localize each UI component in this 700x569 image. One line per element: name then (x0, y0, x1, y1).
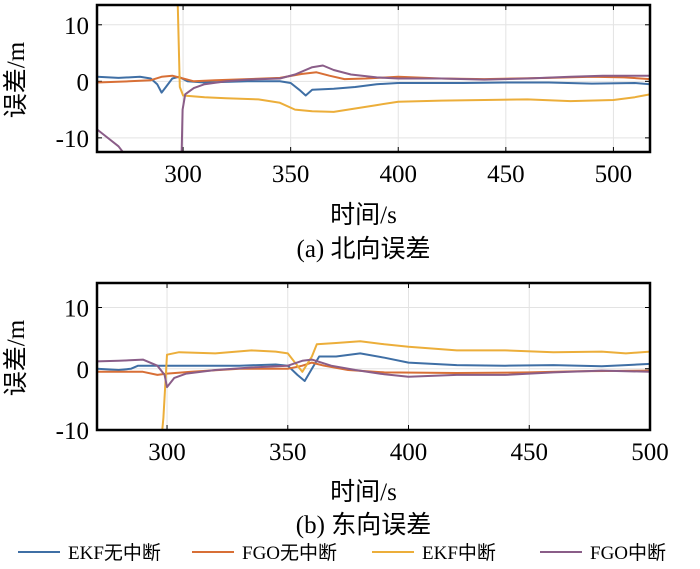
legend-label: EKF无中断 (68, 542, 161, 564)
subplot-north: 300 350 400 450 500 -10 0 10 时间/s (a) 北向误差 误差/m (2, 3, 652, 263)
x-tick-label: 500 (595, 161, 633, 188)
y-axis-label: 误差/m (2, 319, 30, 396)
x-tick-label: 450 (511, 439, 549, 466)
series-line-0 (97, 352, 650, 382)
x-axis-label: 时间/s (330, 201, 397, 229)
x-tick-label: 300 (148, 439, 186, 466)
series-line-2 (176, 5, 650, 113)
y-tick-label: 0 (77, 357, 90, 384)
x-tick-label: 350 (269, 439, 307, 466)
x-tick-label: 350 (272, 161, 310, 188)
y-axis-label: 误差/m (2, 41, 30, 118)
series-group (97, 340, 650, 430)
axes-box (95, 281, 652, 432)
series-line-0 (97, 75, 650, 97)
x-tick-label: 400 (379, 161, 417, 188)
y-tick-label: 10 (64, 13, 89, 40)
x-tick-label: 500 (631, 439, 669, 466)
x-tick-label: 450 (487, 161, 525, 188)
y-tick-label: -10 (56, 418, 89, 445)
y-tick-label: -10 (56, 126, 89, 153)
series-line-3 (97, 64, 650, 152)
y-tick-label: 10 (64, 296, 89, 323)
legend-item: FGO中断 (540, 542, 666, 564)
legend-label: EKF中断 (422, 542, 496, 564)
legend-item: FGO无中断 (192, 542, 337, 564)
axes-box (95, 3, 652, 154)
legend: EKF无中断 FGO无中断 EKF中断 FGO中断 (18, 542, 666, 564)
legend-item: EKF无中断 (18, 542, 161, 564)
x-axis-label: 时间/s (330, 478, 397, 506)
subplot-east: 300 350 400 450 500 -10 0 10 时间/s (b) 东向误差 误差/m (2, 281, 669, 539)
x-tick-label: 300 (164, 161, 202, 188)
legend-label: FGO中断 (590, 542, 666, 564)
series-line-2 (161, 340, 650, 430)
series-line-3 (97, 358, 650, 389)
series-group (97, 5, 650, 152)
subplot-title: (a) 北向误差 (297, 235, 431, 263)
y-tick-label: 0 (77, 69, 90, 96)
x-tick-label: 400 (390, 439, 428, 466)
subplot-title: (b) 东向误差 (296, 511, 431, 539)
legend-item: EKF中断 (372, 542, 496, 564)
legend-label: FGO无中断 (242, 542, 337, 564)
